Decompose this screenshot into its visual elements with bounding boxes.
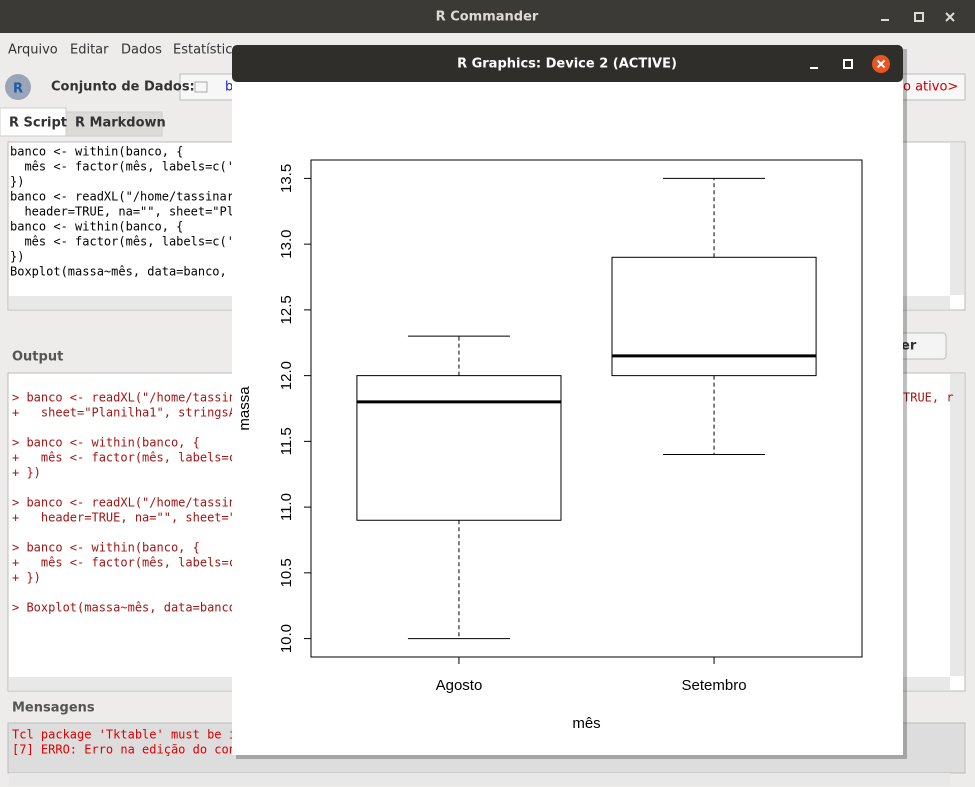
y-tick-label: 13.5 bbox=[278, 164, 295, 193]
dataset-name: b bbox=[225, 80, 233, 95]
box bbox=[611, 256, 817, 377]
output-line: + header=TRUE, na="", sheet="P bbox=[12, 511, 243, 525]
dataset-button[interactable] bbox=[179, 73, 241, 101]
tab-active[interactable] bbox=[0, 107, 67, 137]
box bbox=[356, 375, 562, 521]
message-line: Tcl package 'Tktable' must be in bbox=[12, 728, 243, 742]
tab-label[interactable]: R Markdown bbox=[75, 116, 166, 131]
output-line: TRUE, r bbox=[903, 391, 954, 405]
output-line: > banco <- within(banco, { bbox=[12, 436, 200, 450]
y-tick-label: 10.0 bbox=[278, 624, 295, 653]
output-line: > banco <- within(banco, { bbox=[12, 541, 200, 555]
menu-item[interactable]: Dados bbox=[121, 43, 162, 58]
y-tick-label: 10.5 bbox=[278, 558, 295, 587]
model-name: o ativo> bbox=[903, 80, 958, 95]
y-tick-label: 12.0 bbox=[278, 361, 295, 390]
graphics-title-bar bbox=[232, 45, 903, 82]
window-title: R Commander bbox=[436, 10, 539, 25]
r-logo-letter: R bbox=[13, 82, 23, 97]
script-line: mês <- factor(mês, labels=c('A bbox=[10, 235, 242, 249]
menu-item[interactable]: Arquivo bbox=[8, 43, 58, 58]
maximize[interactable] bbox=[843, 59, 853, 69]
graphics-window bbox=[232, 45, 903, 755]
plot: 10.0 10.5 11.0 11.5 12.0 12.5 13.0 13.5 massa mês… bbox=[236, 159, 863, 732]
scrollbar[interactable] bbox=[950, 143, 964, 295]
y-axis-label: massa bbox=[236, 386, 253, 431]
script-line: banco <- within(banco, { bbox=[10, 145, 183, 159]
r-logo bbox=[5, 74, 31, 100]
script-line: }) bbox=[10, 250, 24, 264]
message-line: [7] ERRO: Erro na edição do con bbox=[12, 743, 236, 757]
script-line: banco <- within(banco, { bbox=[10, 220, 183, 234]
output-line: > banco <- readXL("/home/tassina bbox=[12, 496, 243, 510]
menu-item[interactable]: Editar bbox=[70, 43, 109, 58]
graphics-title: R Graphics: Device 2 (ACTIVE) bbox=[457, 57, 677, 72]
tab-label[interactable]: R Script bbox=[9, 116, 67, 131]
section-label: Output bbox=[12, 350, 63, 365]
x-tick-label: Setembro bbox=[682, 677, 747, 694]
output-line: + mês <- factor(mês, labels=c( bbox=[12, 451, 243, 465]
y-tick-label: 11.0 bbox=[278, 493, 295, 521]
toolbar-label: Conjunto de Dados: bbox=[51, 80, 195, 95]
output-line: + sheet="Planilha1", stringsAs bbox=[12, 406, 243, 420]
x-axis-label: mês bbox=[572, 715, 600, 732]
script-line: banco <- readXL("/home/tassinari bbox=[10, 190, 241, 204]
menu-item[interactable]: Estatístic bbox=[173, 43, 232, 58]
title-bar bbox=[0, 0, 975, 33]
section-label: Mensagens bbox=[12, 701, 95, 716]
tab[interactable] bbox=[65, 111, 163, 137]
scrollbar[interactable] bbox=[9, 773, 950, 786]
scrollbar[interactable] bbox=[950, 374, 964, 676]
script-line: }) bbox=[10, 175, 24, 189]
output-line: + mês <- factor(mês, labels=c( bbox=[12, 556, 243, 570]
output-line: > Boxplot(massa~mês, data=banco, bbox=[12, 601, 243, 615]
script-line: mês <- factor(mês, labels=c('A bbox=[10, 160, 242, 174]
output-line: + }) bbox=[12, 466, 41, 480]
output-line: + }) bbox=[12, 571, 41, 585]
plot-frame bbox=[310, 159, 863, 658]
x-tick-label: Agosto bbox=[436, 677, 483, 694]
y-tick-label: 12.5 bbox=[278, 295, 295, 324]
y-tick-label: 13.0 bbox=[278, 230, 295, 259]
output-line: > banco <- readXL("/home/tassina bbox=[12, 391, 243, 405]
script-line: header=TRUE, na="", sheet="Pla bbox=[10, 205, 241, 219]
close[interactable] bbox=[945, 12, 955, 22]
y-tick-label: 11.5 bbox=[278, 427, 295, 455]
dataset-icon bbox=[194, 81, 208, 93]
close-x bbox=[876, 59, 886, 69]
script-line: Boxplot(massa~mês, data=banco, i bbox=[10, 265, 241, 279]
button-label: er bbox=[901, 339, 917, 354]
maximize[interactable] bbox=[914, 12, 924, 22]
